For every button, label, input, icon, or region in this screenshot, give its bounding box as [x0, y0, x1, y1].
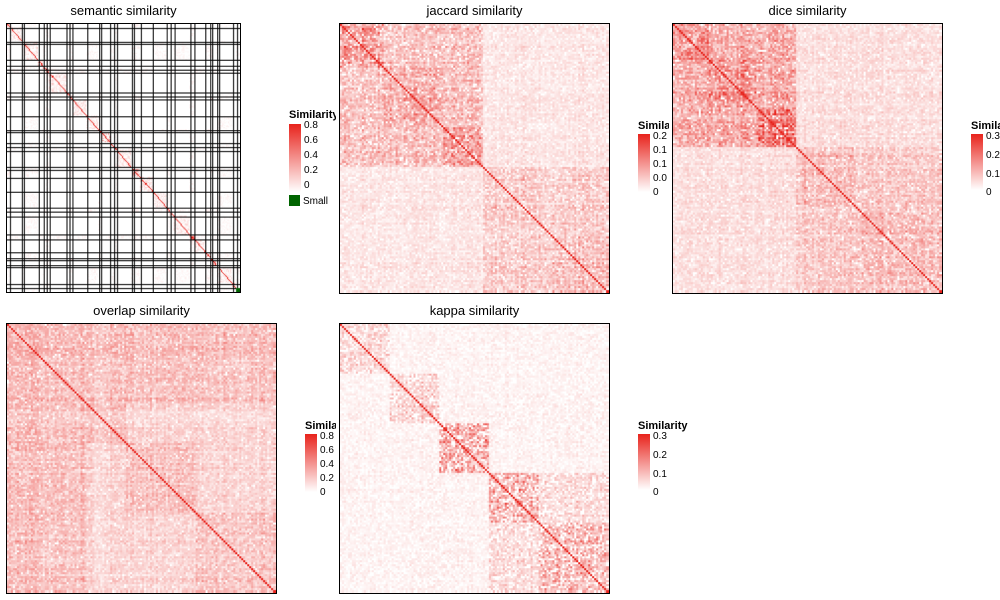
- legend-tick: 0.4: [320, 459, 334, 470]
- legend-tick: 0.3: [653, 431, 667, 442]
- legend-title: Similarity: [971, 120, 1000, 132]
- kappa-title: kappa similarity: [429, 303, 520, 318]
- legend-tick: 0.2: [653, 131, 667, 142]
- legend-tick: 0.4: [304, 150, 318, 161]
- kappa-legend: Similarity 0.3 0.2 0.1 0: [638, 420, 698, 500]
- legend-tick: 0.1: [653, 145, 667, 156]
- legend-tick: 0.2: [986, 150, 1000, 161]
- legend-title: Similarity: [638, 420, 688, 432]
- overlap-title: overlap similarity: [93, 303, 190, 318]
- legend-title: Similarity: [305, 420, 336, 432]
- legend-color-bar: [638, 434, 650, 490]
- jaccard-legend: Similarity 0.2 0.1 0.1 0.0 0: [638, 120, 669, 200]
- overlap-heatmap: [6, 323, 277, 594]
- legend-tick: 0.2: [320, 473, 334, 484]
- jaccard-heatmap: [339, 23, 610, 294]
- legend-tick: 0: [320, 487, 326, 498]
- legend-tick: 0.1: [986, 169, 1000, 180]
- legend-tick: 0.1: [653, 159, 667, 170]
- legend-tick: 0.6: [320, 445, 334, 456]
- legend-tick: 0.8: [320, 431, 334, 442]
- legend-tick: 0: [653, 487, 659, 498]
- legend-color-bar: [638, 134, 650, 192]
- kappa-heatmap: [339, 323, 610, 594]
- legend-tick: 0.1: [653, 469, 667, 480]
- legend-tick: 0.2: [304, 165, 318, 176]
- legend-tick: 0.3: [986, 131, 1000, 142]
- dice-title: dice similarity: [768, 3, 847, 18]
- legend-tick: 0.6: [304, 135, 318, 146]
- semantic-legend: Similarity 0.8 0.6 0.4 0.2 0 Small: [289, 109, 336, 214]
- legend-tick: 0.2: [653, 450, 667, 461]
- semantic-title: semantic similarity: [70, 3, 177, 18]
- legend-tick: 0: [653, 187, 659, 198]
- legend-color-bar: [971, 134, 983, 190]
- legend-tick: 0.8: [304, 120, 318, 131]
- small-cluster-key: Small: [289, 195, 328, 207]
- dice-heatmap: [672, 23, 943, 294]
- semantic-heatmap: [6, 23, 241, 293]
- jaccard-title: jaccard similarity: [426, 3, 523, 18]
- legend-color-bar: [305, 434, 317, 492]
- legend-title: Similarity: [638, 120, 669, 132]
- small-cluster-swatch: [289, 195, 300, 206]
- dice-legend: Similarity 0.3 0.2 0.1 0: [971, 120, 1000, 200]
- legend-tick: 0: [304, 180, 310, 191]
- small-cluster-label: Small: [303, 196, 329, 207]
- legend-tick: 0.0: [653, 173, 667, 184]
- overlap-legend: Similarity 0.8 0.6 0.4 0.2 0: [305, 420, 336, 500]
- legend-title: Similarity: [289, 109, 336, 121]
- legend-color-bar: [289, 124, 301, 192]
- legend-tick: 0: [986, 187, 992, 198]
